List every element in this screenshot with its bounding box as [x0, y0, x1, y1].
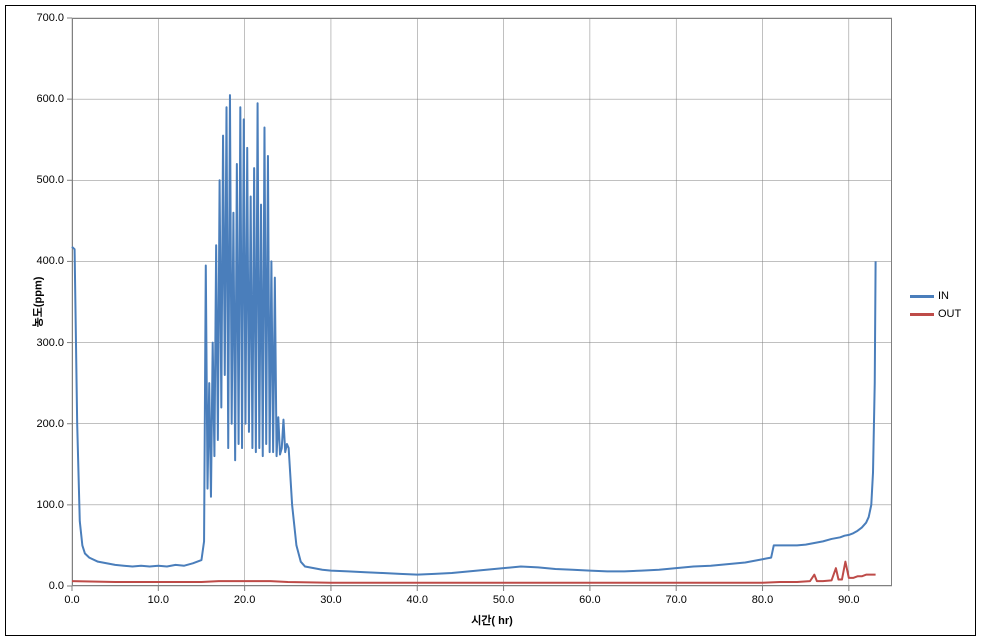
y-tick-label: 700.0 [30, 12, 64, 24]
plot-area [72, 18, 892, 586]
legend-label: OUT [938, 308, 961, 320]
y-axis-label: 농도(ppm) [29, 277, 45, 328]
x-tick-label: 0.0 [64, 594, 79, 606]
series-canvas [72, 18, 892, 586]
x-tick-label: 60.0 [579, 594, 600, 606]
x-tick-label: 10.0 [148, 594, 169, 606]
series-OUT [72, 562, 876, 583]
x-tick-label: 50.0 [493, 594, 514, 606]
x-tick-label: 40.0 [407, 594, 428, 606]
legend-item-IN: IN [910, 290, 961, 302]
y-tick-label: 0.0 [30, 580, 64, 592]
x-tick-label: 70.0 [665, 594, 686, 606]
y-tick-label: 200.0 [30, 418, 64, 430]
y-tick-label: 300.0 [30, 337, 64, 349]
legend-label: IN [938, 290, 949, 302]
x-tick-label: 20.0 [234, 594, 255, 606]
x-tick-label: 30.0 [320, 594, 341, 606]
y-tick-label: 500.0 [30, 174, 64, 186]
y-tick-label: 600.0 [30, 93, 64, 105]
legend: IN OUT [910, 290, 961, 326]
y-tick-label: 100.0 [30, 499, 64, 511]
legend-item-OUT: OUT [910, 308, 961, 320]
legend-swatch [910, 313, 934, 316]
y-tick-label: 400.0 [30, 255, 64, 267]
x-tick-label: 90.0 [838, 594, 859, 606]
series-IN [72, 95, 876, 575]
legend-swatch [910, 295, 934, 298]
x-tick-label: 80.0 [752, 594, 773, 606]
x-axis-label: 시간( hr) [452, 612, 532, 628]
